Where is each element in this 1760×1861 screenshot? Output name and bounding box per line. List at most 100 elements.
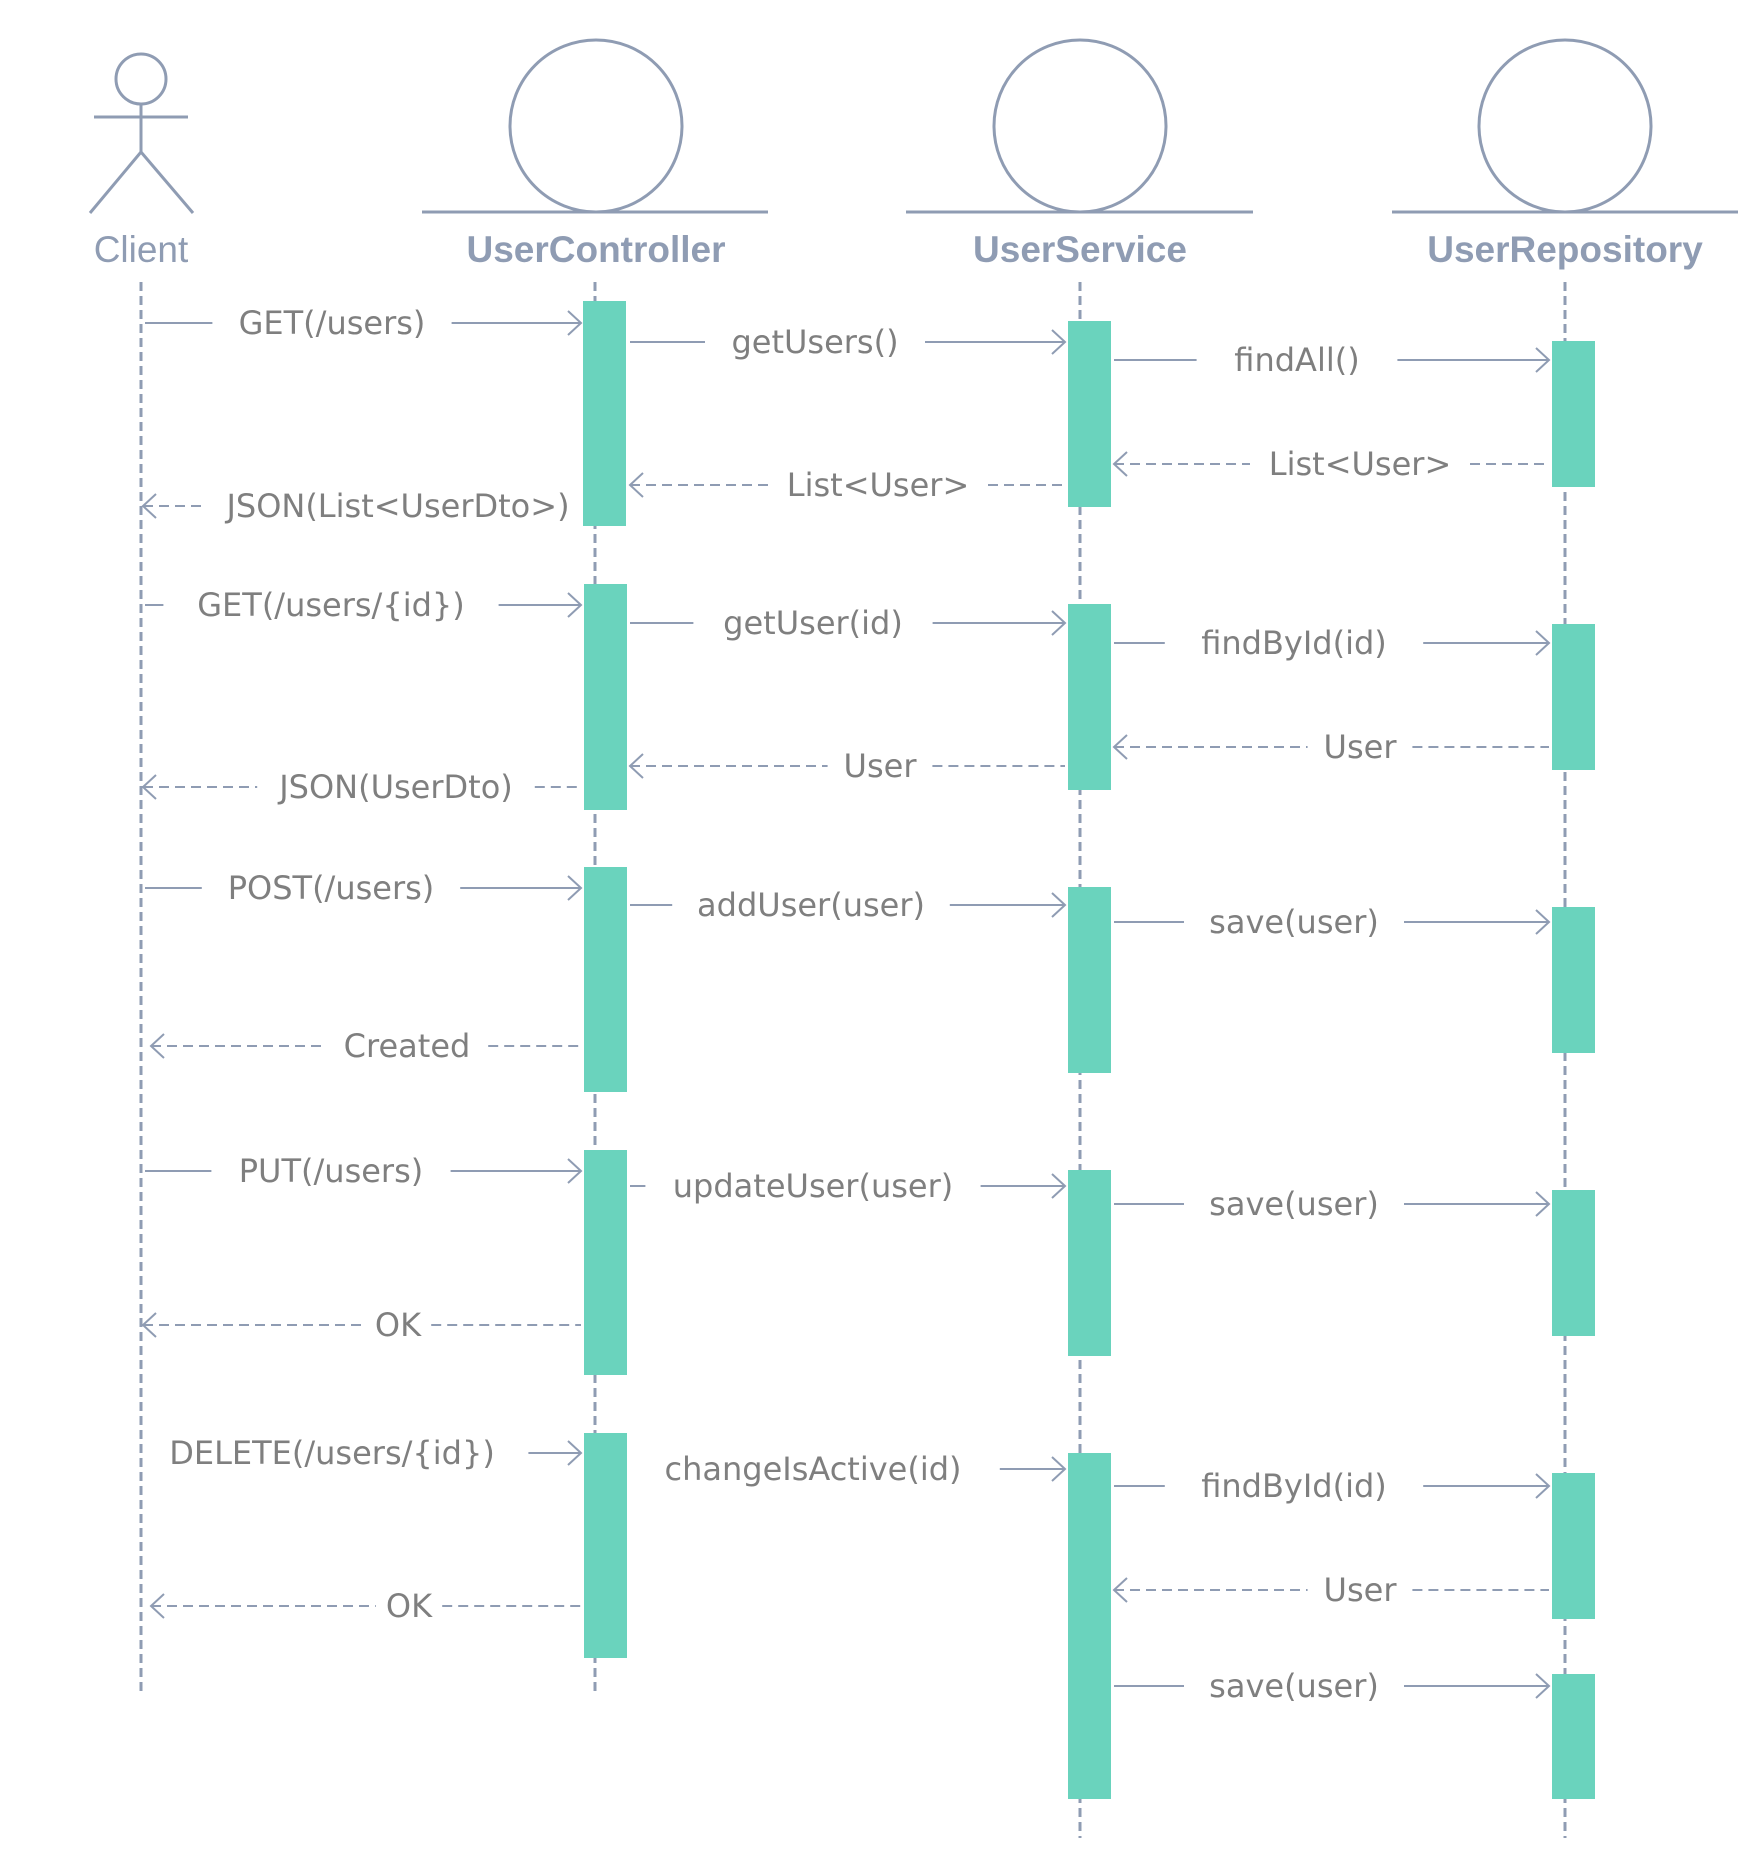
activation-bar [584, 1150, 627, 1375]
message-label: findById(id) [1201, 624, 1387, 662]
activation-bar [1552, 341, 1595, 487]
activation-bar [1068, 887, 1111, 1073]
call-message: PUT(/users) [145, 1152, 583, 1190]
userservice-boundary-icon [906, 38, 1253, 214]
message-label: OK [375, 1306, 422, 1344]
arrowhead-icon [149, 1033, 165, 1059]
return-message: Created [149, 1027, 581, 1065]
arrowhead-icon [1535, 1191, 1551, 1217]
arrowhead-icon [567, 310, 583, 336]
arrowhead-icon [141, 1312, 157, 1338]
message-label: Created [344, 1027, 471, 1065]
return-message: OK [141, 1306, 581, 1344]
call-message: addUser(user) [630, 886, 1067, 924]
arrowhead-icon [141, 774, 157, 800]
arrowhead-icon [1112, 1577, 1128, 1603]
arrowhead-icon [1051, 1456, 1067, 1482]
message-label: PUT(/users) [239, 1152, 423, 1190]
return-message: List<User> [628, 466, 1065, 504]
client-label: Client [94, 229, 189, 270]
activation-bar [1068, 1170, 1111, 1356]
activation-bar [1068, 1453, 1111, 1799]
message-label: OK [386, 1587, 433, 1625]
arrowhead-icon [567, 1158, 583, 1184]
call-message: GET(/users) [145, 304, 583, 342]
usercontroller-label: UserController [466, 229, 725, 270]
call-message: updateUser(user) [630, 1167, 1067, 1205]
call-message: save(user) [1114, 903, 1551, 941]
return-message: User [628, 747, 1065, 785]
arrowhead-icon [628, 753, 644, 779]
message-label: List<User> [787, 466, 970, 504]
arrowhead-icon [1535, 630, 1551, 656]
message-label: findById(id) [1201, 1467, 1387, 1505]
message-label: save(user) [1209, 1185, 1379, 1223]
activation-bar [1552, 624, 1595, 770]
arrowhead-icon [1051, 329, 1067, 355]
arrowhead-icon [141, 493, 157, 519]
activation-bar [1068, 604, 1111, 790]
arrowhead-icon [1535, 347, 1551, 373]
message-label: updateUser(user) [673, 1167, 953, 1205]
message-label: User [1324, 728, 1398, 766]
arrowhead-icon [1112, 734, 1128, 760]
call-message: DELETE(/users/{id}) [169, 1434, 583, 1472]
userrepository-boundary-icon [1392, 38, 1738, 214]
message-label: DELETE(/users/{id}) [169, 1434, 495, 1472]
call-message: GET(/users/{id}) [145, 586, 583, 624]
activation-bar [1068, 321, 1111, 507]
arrowhead-icon [1051, 1173, 1067, 1199]
activation-bar [584, 1433, 627, 1658]
call-message: save(user) [1114, 1667, 1551, 1705]
arrowhead-icon [567, 1440, 583, 1466]
return-message: JSON(List<UserDto>) [141, 487, 570, 525]
arrowhead-icon [1112, 451, 1128, 477]
call-message: findAll() [1114, 341, 1551, 379]
message-label: User [844, 747, 918, 785]
arrowhead-icon [1535, 1473, 1551, 1499]
return-message: List<User> [1112, 445, 1549, 483]
arrowhead-icon [1051, 610, 1067, 636]
usercontroller-boundary-icon [422, 38, 768, 214]
arrowhead-icon [567, 592, 583, 618]
call-message: changeIsActive(id) [664, 1450, 1067, 1488]
activation-bar [583, 301, 626, 526]
message-label: addUser(user) [697, 886, 925, 924]
activation-bar [1552, 907, 1595, 1053]
call-message: POST(/users) [145, 869, 583, 907]
call-message: findById(id) [1114, 624, 1551, 662]
message-label: POST(/users) [228, 869, 435, 907]
call-message: getUser(id) [630, 604, 1067, 642]
arrowhead-icon [1051, 892, 1067, 918]
activation-bar [584, 867, 627, 1092]
return-message: User [1112, 1571, 1549, 1609]
message-label: JSON(List<UserDto>) [224, 487, 569, 525]
userservice-label: UserService [973, 229, 1187, 270]
message-label: changeIsActive(id) [664, 1450, 961, 1488]
call-message: getUsers() [630, 323, 1067, 361]
userrepository-label: UserRepository [1427, 229, 1703, 270]
arrowhead-icon [567, 875, 583, 901]
call-message: save(user) [1114, 1185, 1551, 1223]
call-message: findById(id) [1114, 1467, 1551, 1505]
message-label: findAll() [1234, 341, 1359, 379]
message-label: GET(/users) [239, 304, 426, 342]
messages: GET(/users) getUsers() findAll() List<User>… [141, 304, 1551, 1705]
activation-bars [583, 301, 1595, 1799]
message-label: save(user) [1209, 903, 1379, 941]
message-label: GET(/users/{id}) [197, 586, 464, 624]
activation-bar [1552, 1190, 1595, 1336]
message-label: JSON(UserDto) [277, 768, 513, 806]
activation-bar [1552, 1473, 1595, 1619]
message-label: User [1324, 1571, 1398, 1609]
return-message: OK [149, 1587, 581, 1625]
message-label: getUsers() [731, 323, 898, 361]
message-label: save(user) [1209, 1667, 1379, 1705]
return-message: User [1112, 728, 1549, 766]
message-label: getUser(id) [723, 604, 903, 642]
message-label: List<User> [1269, 445, 1452, 483]
client-actor-icon [88, 52, 195, 214]
activation-bar [584, 584, 627, 810]
arrowhead-icon [628, 472, 644, 498]
